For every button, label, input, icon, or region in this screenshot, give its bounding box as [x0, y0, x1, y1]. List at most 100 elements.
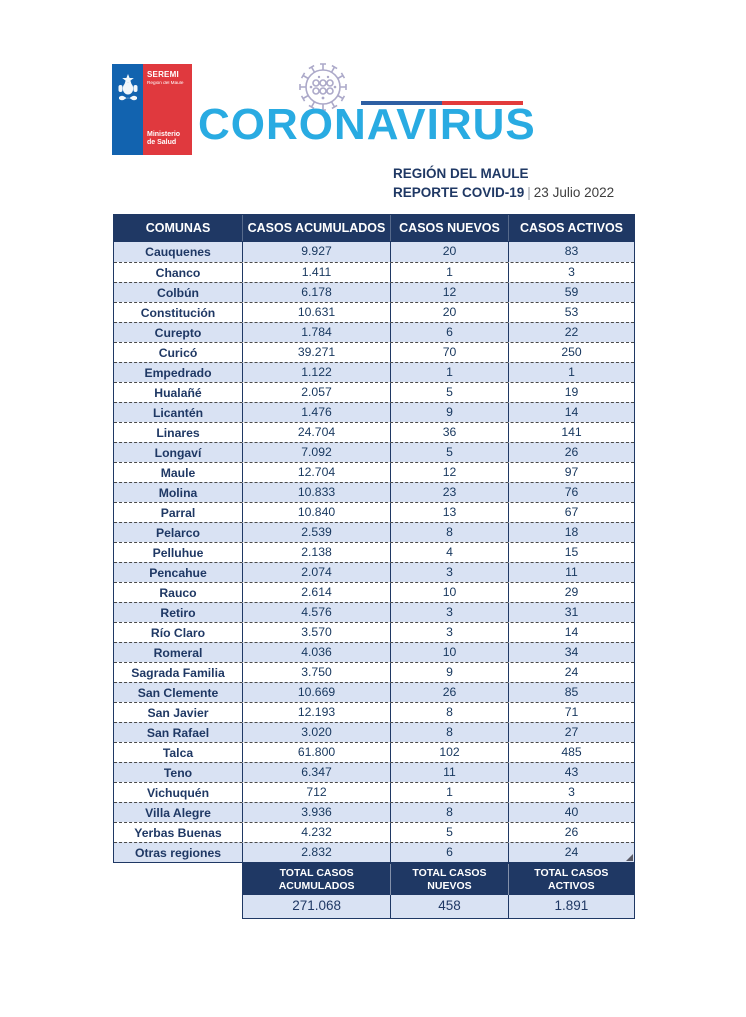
table-row: Molina 10.833 23 76	[114, 482, 634, 502]
table-row: Chanco 1.411 1 3	[114, 262, 634, 282]
active-cases-value: 250	[508, 343, 634, 362]
active-cases-value: 22	[508, 323, 634, 342]
active-cases-value: 14	[508, 403, 634, 422]
commune-name: Curicó	[158, 345, 198, 360]
totals-value-cell: 1.891	[507, 895, 634, 918]
table-row: San Javier 12.193 8 71	[114, 702, 634, 722]
separator: |	[527, 185, 531, 200]
table-row: Río Claro 3.570 3 14	[114, 622, 634, 642]
new-cases-value: 6	[390, 323, 508, 342]
accumulated-cases-value: 3.750	[242, 663, 390, 682]
active-cases-value: 3	[508, 263, 634, 282]
active-cases-value: 67	[508, 503, 634, 522]
table-row: Linares 24.704 36 141	[114, 422, 634, 442]
table-row: Curepto 1.784 6 22	[114, 322, 634, 342]
table-row: Rauco 2.614 10 29	[114, 582, 634, 602]
coronavirus-icon	[299, 63, 347, 111]
table-row: Yerbas Buenas 4.232 5 26	[114, 822, 634, 842]
accumulated-cases-value: 6.178	[242, 283, 390, 302]
table-row: Hualañé 2.057 5 19	[114, 382, 634, 402]
commune-name: Molina	[158, 485, 198, 500]
active-cases-value: 26	[508, 823, 634, 842]
logo-red-panel: SEREMI Región del Maule Ministerio de Sa…	[143, 64, 192, 155]
accumulated-cases-value: 61.800	[242, 743, 390, 762]
new-cases-value: 26	[390, 683, 508, 702]
commune-name: Curepto	[154, 325, 202, 340]
totals-header-line2: ACTIVOS	[548, 879, 595, 892]
table-row: Curicó 39.271 70 250	[114, 342, 634, 362]
table-row: Retiro 4.576 3 31	[114, 602, 634, 622]
table-row: Otras regiones 2.832 6 24	[114, 842, 634, 862]
new-cases-value: 12	[390, 283, 508, 302]
totals-header-row: TOTAL CASOS ACUMULADOS TOTAL CASOS NUEVO…	[243, 864, 634, 895]
accumulated-cases-value: 7.092	[242, 443, 390, 462]
active-cases-value: 71	[508, 703, 634, 722]
table-row: Constitución 10.631 20 53	[114, 302, 634, 322]
accumulated-cases-value: 9.927	[242, 242, 390, 262]
active-cases-value: 1	[508, 363, 634, 382]
chile-coat-of-arms-icon	[118, 74, 138, 101]
accumulated-cases-value: 4.576	[242, 603, 390, 622]
totals-header-line1: TOTAL CASOS	[412, 866, 487, 879]
accumulated-cases-value: 3.570	[242, 623, 390, 642]
new-cases-value: 70	[390, 343, 508, 362]
totals-value-cell: 458	[390, 895, 507, 918]
totals-value-cell: 271.068	[292, 898, 342, 913]
active-cases-value: 83	[508, 242, 634, 262]
accumulated-cases-value: 712	[242, 783, 390, 802]
accumulated-cases-value: 2.138	[242, 543, 390, 562]
logo-ministry-label: Ministerio de Salud	[147, 130, 181, 146]
accumulated-cases-value: 2.074	[242, 563, 390, 582]
accumulated-cases-value: 4.232	[242, 823, 390, 842]
brand-divider-line	[361, 101, 523, 105]
logo-region-label: Región del Maule	[147, 81, 184, 86]
new-cases-value: 5	[390, 383, 508, 402]
active-cases-value: 14	[508, 623, 634, 642]
accumulated-cases-value: 24.704	[242, 423, 390, 442]
totals-header-line1: TOTAL CASOS	[279, 866, 354, 879]
new-cases-value: 3	[390, 563, 508, 582]
communes-table: COMUNAS CASOS ACUMULADOS CASOS NUEVOS CA…	[113, 214, 635, 919]
table-row: Empedrado 1.122 1 1	[114, 362, 634, 382]
accumulated-cases-value: 6.347	[242, 763, 390, 782]
commune-name: Pelarco	[155, 525, 201, 540]
new-cases-value: 8	[390, 803, 508, 822]
commune-name: Cauquenes	[145, 245, 211, 259]
table-row: Sagrada Familia 3.750 9 24	[114, 662, 634, 682]
commune-name: Pencahue	[149, 565, 207, 580]
totals-header-line2: NUEVOS	[427, 879, 472, 892]
new-cases-value: 12	[390, 463, 508, 482]
table-row: Colbún 6.178 12 59	[114, 282, 634, 302]
commune-name: Talca	[162, 745, 194, 760]
table-row: Cauquenes 9.927 20 83	[114, 242, 634, 262]
totals-values-row: 271.068 458 1.891	[243, 895, 634, 918]
new-cases-value: 5	[390, 823, 508, 842]
table-row: Pelarco 2.539 8 18	[114, 522, 634, 542]
new-cases-value: 8	[390, 523, 508, 542]
commune-name: Licantén	[152, 405, 204, 420]
new-cases-value: 36	[390, 423, 508, 442]
new-cases-value: 13	[390, 503, 508, 522]
commune-name: San Javier	[147, 705, 209, 720]
table-row: Maule 12.704 12 97	[114, 462, 634, 482]
accumulated-cases-value: 10.669	[242, 683, 390, 702]
new-cases-value: 8	[390, 703, 508, 722]
active-cases-value: 85	[508, 683, 634, 702]
commune-name: Empedrado	[144, 365, 212, 380]
new-cases-value: 23	[390, 483, 508, 502]
totals-header-cell: TOTAL CASOS ACUMULADOS	[243, 864, 390, 895]
table-row: Licantén 1.476 9 14	[114, 402, 634, 422]
new-cases-value: 20	[390, 303, 508, 322]
commune-name: San Rafael	[146, 725, 210, 740]
accumulated-cases-value: 1.476	[242, 403, 390, 422]
accumulated-cases-value: 1.411	[242, 263, 390, 282]
active-cases-value: 3	[508, 783, 634, 802]
active-cases-value: 29	[508, 583, 634, 602]
active-cases-value: 27	[508, 723, 634, 742]
active-cases-value: 31	[508, 603, 634, 622]
active-cases-value: 26	[508, 443, 634, 462]
commune-name: Hualañé	[154, 385, 202, 400]
commune-name: Sagrada Familia	[131, 665, 225, 680]
table-row: Pencahue 2.074 3 11	[114, 562, 634, 582]
